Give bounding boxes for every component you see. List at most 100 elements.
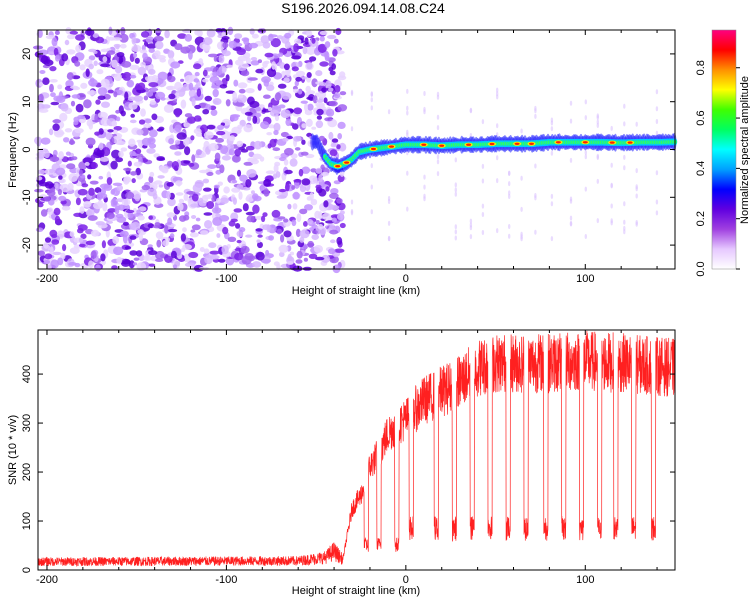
streak-blob bbox=[569, 221, 573, 227]
noise-blob bbox=[123, 176, 132, 183]
noise-blob bbox=[269, 138, 277, 148]
noise-blob bbox=[39, 81, 44, 87]
noise-blob bbox=[143, 95, 149, 101]
noise-blob bbox=[319, 30, 328, 36]
noise-blob bbox=[306, 30, 313, 37]
noise-blob bbox=[37, 169, 46, 175]
noise-blob bbox=[245, 179, 252, 188]
streak-blob bbox=[481, 178, 485, 184]
noise-blob bbox=[196, 88, 202, 97]
noise-blob bbox=[324, 41, 331, 48]
noise-blob bbox=[168, 138, 175, 145]
noise-blob bbox=[283, 218, 289, 223]
noise-blob bbox=[99, 183, 111, 189]
noise-blob bbox=[276, 228, 283, 235]
noise-blob bbox=[238, 191, 243, 200]
noise-blob bbox=[77, 188, 88, 196]
noise-blob bbox=[169, 144, 180, 150]
noise-blob bbox=[276, 263, 281, 270]
noise-blob bbox=[219, 197, 229, 204]
noise-blob bbox=[319, 36, 325, 42]
noise-blob bbox=[316, 99, 324, 103]
noise-blob bbox=[306, 62, 313, 70]
streak-blob bbox=[370, 105, 373, 111]
noise-blob bbox=[172, 264, 178, 269]
noise-blob bbox=[148, 175, 154, 183]
noise-blob bbox=[131, 178, 136, 184]
noise-blob bbox=[251, 190, 255, 195]
noise-blob bbox=[235, 59, 244, 66]
noise-blob bbox=[59, 183, 71, 193]
noise-blob bbox=[111, 37, 123, 41]
streak-blob bbox=[454, 235, 457, 241]
noise-blob bbox=[169, 233, 175, 239]
noise-blob bbox=[193, 264, 204, 272]
noise-blob bbox=[255, 106, 262, 112]
spectrogram-x-ticks: -200 -100 0 100 bbox=[36, 30, 658, 285]
noise-blob bbox=[237, 94, 244, 99]
snr-series-line bbox=[37, 330, 676, 567]
streak-blob bbox=[520, 231, 523, 237]
noise-blob bbox=[298, 168, 304, 177]
noise-blob bbox=[304, 204, 313, 211]
noise-blob bbox=[167, 228, 178, 233]
noise-blob bbox=[308, 253, 318, 259]
noise-blob bbox=[126, 79, 135, 88]
streak-blob bbox=[569, 215, 573, 221]
noise-blob bbox=[135, 148, 142, 154]
noise-blob bbox=[174, 43, 183, 51]
streak-blob bbox=[436, 154, 440, 160]
noise-blob bbox=[34, 188, 44, 193]
noise-blob bbox=[232, 154, 241, 163]
noise-blob bbox=[111, 59, 119, 68]
noise-blob bbox=[130, 113, 135, 118]
noise-blob bbox=[46, 189, 56, 197]
noise-blob bbox=[137, 215, 145, 221]
noise-blob bbox=[139, 49, 148, 54]
noise-blob bbox=[331, 217, 338, 223]
noise-blob bbox=[216, 233, 221, 238]
noise-blob bbox=[53, 47, 59, 57]
noise-blob bbox=[283, 230, 292, 238]
noise-blob bbox=[245, 196, 254, 202]
noise-blob bbox=[164, 254, 173, 263]
noise-blob bbox=[245, 234, 253, 238]
noise-blob bbox=[138, 233, 143, 241]
noise-blob bbox=[227, 26, 234, 36]
streak-blob bbox=[481, 230, 485, 235]
noise-blob bbox=[163, 104, 174, 113]
noise-blob bbox=[239, 174, 248, 182]
streak-blob bbox=[406, 206, 409, 212]
noise-blob bbox=[76, 92, 86, 100]
noise-blob bbox=[245, 211, 255, 216]
noise-blob bbox=[98, 175, 104, 180]
streak-blob bbox=[550, 150, 554, 156]
noise-blob bbox=[266, 84, 275, 92]
noise-blob bbox=[294, 38, 302, 45]
noise-blob bbox=[235, 223, 241, 229]
noise-blob bbox=[136, 262, 147, 271]
noise-blob bbox=[338, 142, 347, 152]
noise-blob bbox=[235, 102, 245, 107]
noise-blob bbox=[315, 256, 325, 261]
noise-blob bbox=[292, 203, 298, 210]
noise-blob bbox=[337, 104, 348, 112]
noise-blob bbox=[319, 61, 329, 67]
noise-blob bbox=[180, 46, 191, 54]
noise-blob bbox=[329, 192, 339, 199]
noise-blob bbox=[122, 71, 132, 81]
noise-blob bbox=[268, 33, 274, 42]
noise-blob bbox=[115, 109, 120, 114]
noise-blob bbox=[252, 261, 262, 268]
streak-blob bbox=[350, 210, 354, 216]
noise-blob bbox=[243, 161, 254, 166]
noise-blob bbox=[140, 61, 146, 68]
noise-blob bbox=[249, 100, 260, 109]
noise-blob bbox=[160, 97, 166, 101]
noise-blob bbox=[102, 202, 108, 212]
noise-blob bbox=[174, 109, 181, 118]
noise-blob bbox=[39, 70, 46, 74]
y-tick-label: -20 bbox=[21, 237, 33, 253]
noise-blob bbox=[266, 224, 271, 233]
track-peak bbox=[529, 142, 534, 145]
